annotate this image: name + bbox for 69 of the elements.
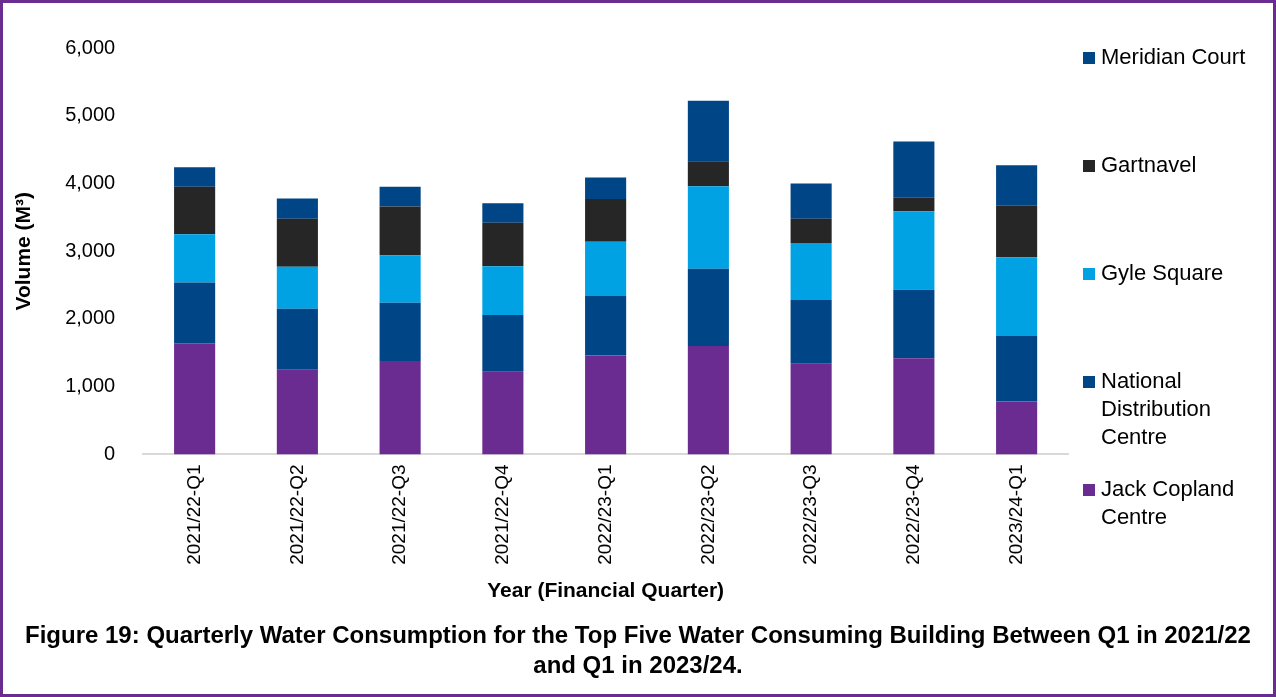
bar [790,300,832,364]
x-tick-label: 2021/22-Q1 [182,464,204,565]
y-tick-label: 5,000 [65,103,116,126]
x-tick-label: 2022/23-Q1 [593,464,615,565]
bar [893,141,935,198]
bar [379,186,421,207]
bar [379,255,421,303]
y-tick-label: 0 [104,441,116,464]
x-axis-title: Year (Financial Quarter) [487,578,725,602]
bar [996,257,1038,336]
x-tick-label: 2022/23-Q3 [799,464,821,565]
bar [585,199,627,242]
y-tick-label: 6,000 [65,35,116,58]
bar [996,401,1038,455]
legend-label: National Distribution Centre [1101,367,1213,451]
bar [174,186,216,235]
legend-label: Meridian Court [1101,43,1247,71]
y-tick-label: 1,000 [65,374,116,397]
bar [687,100,729,162]
bar [893,289,935,359]
text: Figure 19: Quarterly Water Consumption for the Top Five Water Consuming Building Between Q1 in 2021/22 and Q1 in 2023/24. [24,620,1252,680]
bar [276,198,318,219]
bar [482,203,524,223]
bar [585,355,627,455]
x-tick-label: 2023/24-Q1 [1004,464,1026,565]
bar [585,177,627,200]
bar [482,266,524,315]
bar [996,335,1038,402]
bar [174,167,216,187]
x-tick-label: 2021/22-Q3 [388,464,410,565]
y-tick-label: 4,000 [65,171,116,193]
bar [174,234,216,283]
legend-label: Jack Copland Centre [1101,475,1236,531]
bar [482,314,524,372]
bar [174,343,216,455]
bar [687,268,729,347]
x-tick-label: 2022/23-Q2 [696,464,718,565]
bar [687,161,729,187]
legend-label: Gartnavel [1101,151,1198,179]
bar [893,211,935,290]
y-tick-label: 2,000 [65,306,116,329]
x-tick-label: 2021/22-Q4 [491,464,513,565]
bar [790,218,832,244]
bar [790,243,832,300]
y-tick-label: 3,000 [65,238,116,261]
legend-label: Gyle Square [1101,259,1225,287]
bar [996,205,1038,258]
y-axis-title: Volume (M³) [11,191,35,311]
bar [687,346,729,455]
bar [276,308,318,370]
bar [893,197,935,212]
bar [790,183,832,219]
x-tick-label: 2021/22-Q2 [285,464,307,565]
bar [276,218,318,267]
bar [379,206,421,256]
bar [790,363,832,455]
bar [379,302,421,361]
bar [379,360,421,455]
bar [687,186,729,269]
bar [482,371,524,455]
x-tick-label: 2022/23-Q4 [902,464,924,565]
bar [585,295,627,356]
bar [893,358,935,455]
bar [996,165,1038,206]
bar [585,241,627,296]
bar [276,266,318,309]
bar [174,282,216,344]
bar [276,369,318,455]
bar [482,222,524,267]
